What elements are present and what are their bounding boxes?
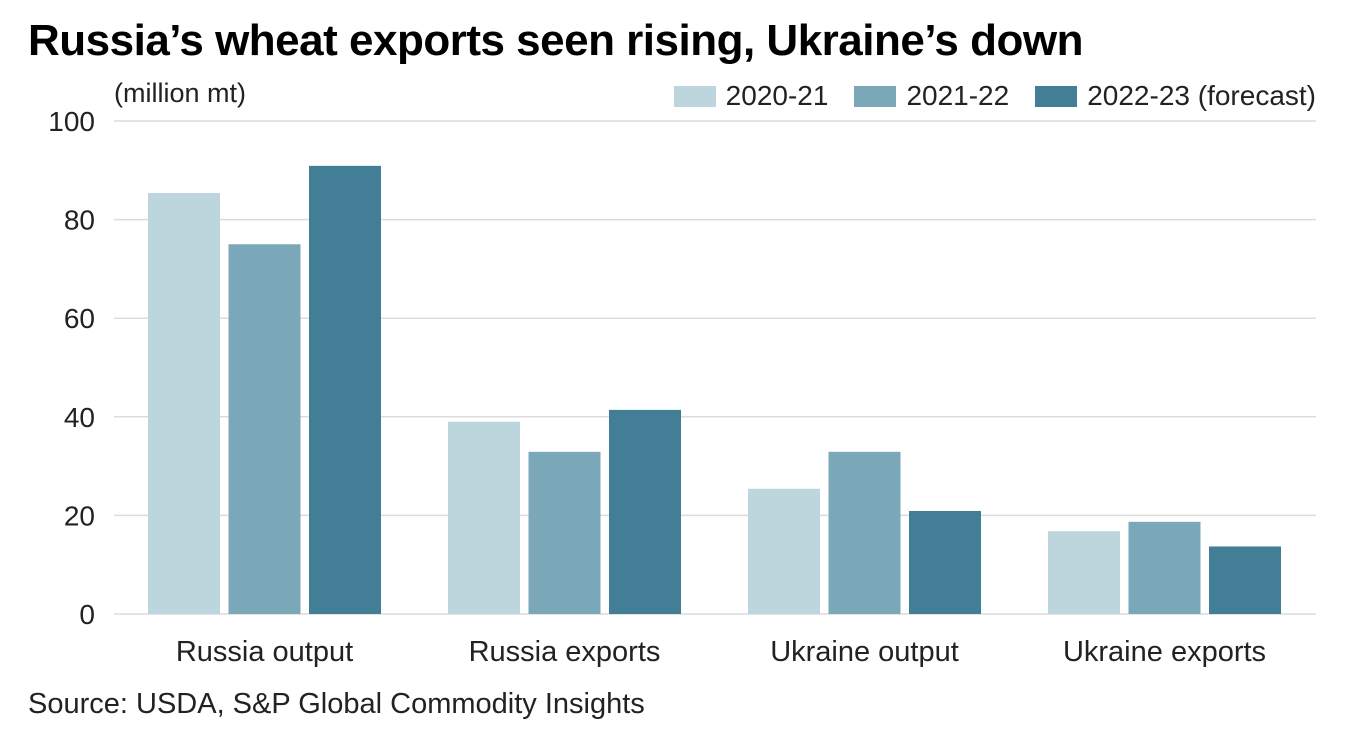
legend-label: 2021-22 [906, 80, 1010, 111]
bar-russia-output-2020-21 [148, 192, 220, 614]
legend-swatch-2021-22 [854, 85, 897, 107]
legend-label: 2020-21 [725, 80, 829, 111]
x-tick-label: Russia output [176, 636, 353, 668]
x-tick-label: Russia exports [469, 636, 661, 668]
bar-ukraine-output-2020-21 [748, 488, 820, 614]
bar-ukraine-exports-2022-23 [1209, 546, 1281, 614]
y-axis-ticks: 0 20 40 60 80 100 [48, 106, 95, 630]
y-tick-label: 40 [64, 402, 95, 433]
bar-russia-exports-2022-23 [609, 409, 681, 614]
y-tick-label: 0 [79, 599, 95, 630]
bar-ukraine-output-2021-22 [828, 451, 901, 614]
bar-russia-exports-2021-22 [528, 451, 601, 614]
bar-russia-exports-2020-21 [448, 421, 520, 614]
source-note: Source: USDA, S&P Global Commodity Insig… [28, 688, 645, 720]
legend-item-2020-21: 2020-21 [673, 80, 829, 112]
x-tick-label: Ukraine exports [1063, 636, 1266, 668]
chart-title: Russia’s wheat exports seen rising, Ukra… [28, 16, 1083, 65]
bars [148, 165, 1281, 614]
y-tick-label: 20 [64, 500, 95, 531]
legend-label: 2022-23 (forecast) [1087, 80, 1316, 111]
y-tick-label: 80 [64, 205, 95, 236]
legend-swatch-2022-23 [1035, 85, 1078, 107]
legend: 2020-21 2021-22 2022-23 (forecast) [673, 80, 1316, 112]
bar-ukraine-exports-2020-21 [1048, 531, 1120, 614]
y-axis-units-label: (million mt) [114, 78, 246, 108]
legend-swatch-2020-21 [673, 85, 716, 107]
bar-russia-output-2021-22 [228, 244, 301, 614]
legend-item-2021-22: 2021-22 [854, 80, 1009, 112]
bar-ukraine-exports-2021-22 [1128, 521, 1201, 614]
bar-ukraine-output-2022-23 [909, 510, 981, 614]
legend-item-2022-23: 2022-23 (forecast) [1035, 80, 1316, 112]
y-tick-label: 100 [48, 106, 95, 137]
bar-russia-output-2022-23 [309, 165, 381, 614]
x-axis-ticks: Russia output Russia exports Ukraine outpu… [176, 636, 1266, 668]
x-tick-label: Ukraine output [770, 636, 959, 668]
y-tick-label: 60 [64, 303, 95, 334]
